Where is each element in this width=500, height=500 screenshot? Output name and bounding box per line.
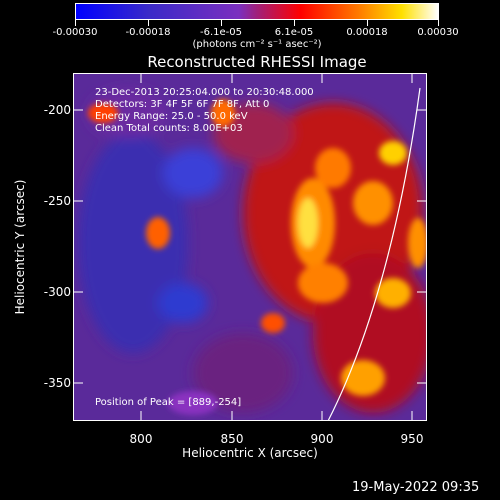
colorbar-tick: [221, 20, 222, 26]
colorbar-tick: [148, 20, 149, 26]
x-tick-label: 850: [220, 432, 244, 446]
heatmap-svg: [73, 73, 427, 421]
colorbar: [75, 3, 439, 20]
colorbar-tick: [438, 20, 439, 26]
x-tick-label: 950: [400, 432, 424, 446]
info-clean-counts: Clean Total counts: 8.00E+03: [95, 123, 243, 134]
y-axis-label: Heliocentric Y (arcsec): [13, 179, 27, 315]
solar-limb-curve: [327, 87, 421, 421]
colorbar-tick-label: -0.00030: [52, 27, 98, 38]
colorbar-tick-label: 0.00018: [346, 27, 388, 38]
colorbar-units: (photons cm⁻² s⁻¹ asec⁻²): [192, 39, 322, 50]
heatmap-image: [73, 73, 427, 421]
colorbar-tick-label: 6.1e-05: [274, 27, 314, 38]
plot-title: Reconstructed RHESSI Image: [147, 53, 367, 71]
x-tick-label: 800: [129, 432, 153, 446]
info-detectors: Detectors: 3F 4F 5F 6F 7F 8F, Att 0: [95, 99, 270, 110]
y-tick-label: -350: [43, 376, 71, 390]
info-energy-range: Energy Range: 25.0 - 50.0 keV: [95, 111, 248, 122]
x-axis-label: Heliocentric X (arcsec): [182, 446, 318, 460]
y-tick-label: -300: [43, 285, 71, 299]
peak-position-label: Position of Peak = [889,-254]: [95, 397, 242, 408]
colorbar-tick-label: -6.1e-05: [200, 27, 242, 38]
x-tick-label: 900: [310, 432, 334, 446]
plot-axes: [73, 73, 427, 421]
y-tick-label: -200: [43, 103, 71, 117]
colorbar-tick-label: 0.00030: [417, 27, 459, 38]
colorbar-tick: [294, 20, 295, 26]
timestamp: 19-May-2022 09:35: [352, 480, 480, 495]
info-time-range: 23-Dec-2013 20:25:04.000 to 20:30:48.000: [95, 87, 314, 98]
colorbar-tick: [367, 20, 368, 26]
colorbar-tick: [75, 20, 76, 26]
colorbar-tick-label: -0.00018: [125, 27, 171, 38]
y-tick-label: -250: [43, 194, 71, 208]
